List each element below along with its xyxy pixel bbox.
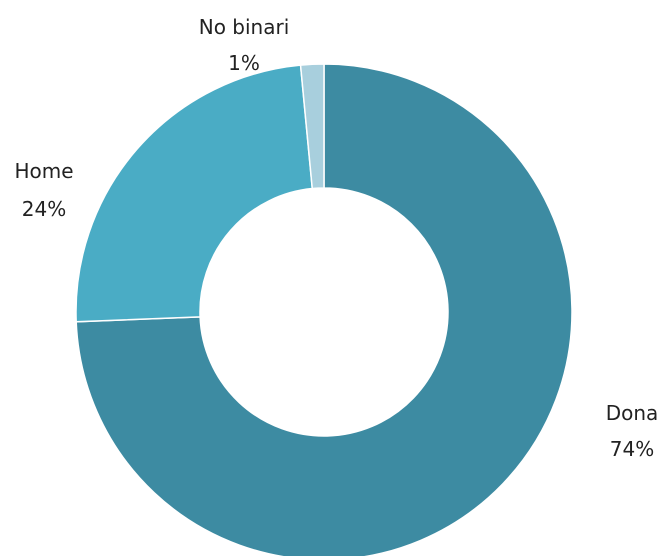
slice-label-home-name: Home: [14, 159, 73, 183]
label-no-binari: No binari 1%: [199, 15, 290, 75]
donut-slice-dona: [75, 63, 573, 556]
label-home: Home 24%: [14, 159, 73, 221]
donut-slice-home: [75, 64, 314, 323]
donut-slices: [75, 63, 573, 556]
slice-label-dona-name: Dona: [606, 401, 659, 425]
donut-slice-no-binari: [299, 63, 325, 190]
slice-label-home-percent: 24%: [22, 197, 66, 221]
label-dona: Dona 74%: [606, 401, 659, 461]
slice-label-dona-percent: 74%: [610, 437, 654, 461]
slice-label-no-binari-percent: 1%: [228, 51, 260, 75]
slice-label-no-binari-name: No binari: [199, 15, 290, 39]
